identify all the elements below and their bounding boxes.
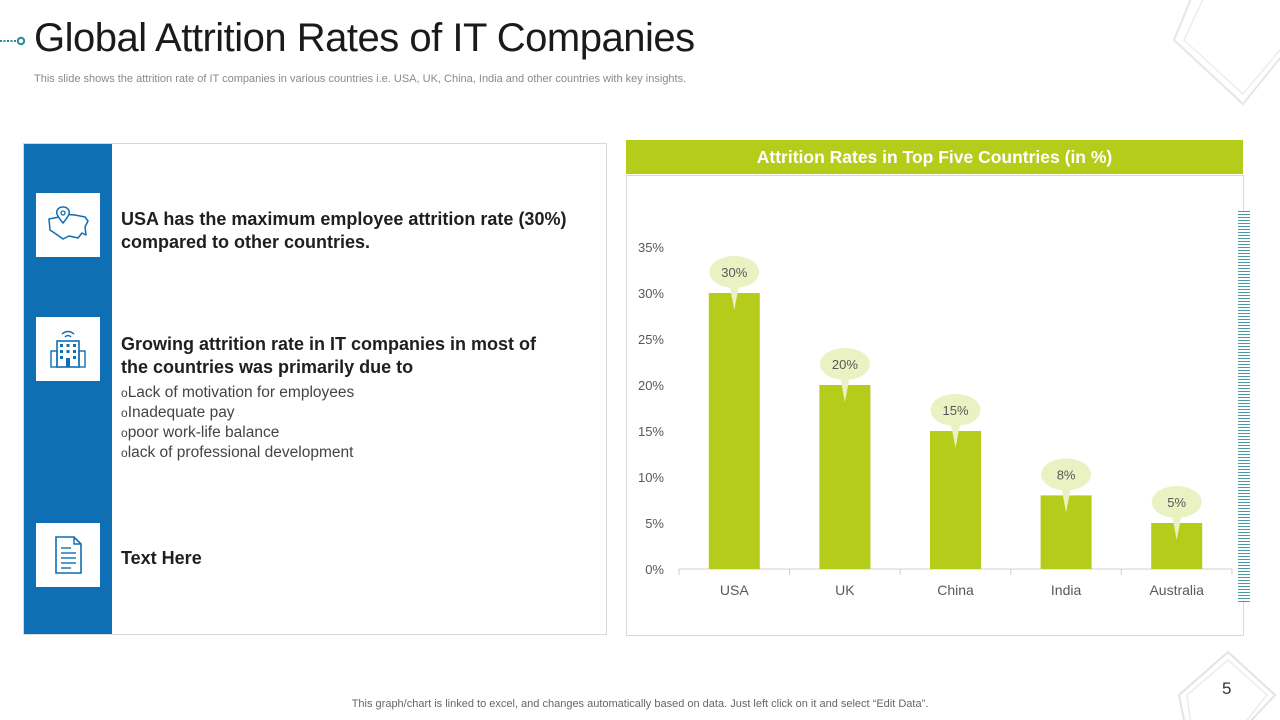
y-tick-label: 20%: [638, 378, 664, 393]
data-label: 15%: [942, 403, 968, 418]
data-label: 5%: [1167, 495, 1186, 510]
data-label-bubble: [1041, 458, 1092, 491]
y-tick-label: 15%: [638, 424, 664, 439]
y-tick-label: 5%: [645, 516, 664, 531]
x-tick-label: UK: [835, 582, 855, 598]
data-label-bubble: [930, 394, 981, 426]
x-tick-label: USA: [720, 582, 749, 598]
usa-map-icon-box: [36, 193, 100, 257]
office-building-icon: [50, 330, 86, 368]
y-tick-label: 0%: [645, 562, 664, 577]
data-label-pointer: [1171, 514, 1182, 540]
corner-diamond-decoration-bottom: [1177, 650, 1277, 720]
y-tick-label: 30%: [638, 286, 664, 301]
y-tick-label: 35%: [638, 240, 664, 255]
page-number: 5: [1222, 679, 1232, 698]
data-label-pointer: [839, 376, 850, 402]
list-item: Lack of motivation for employees: [121, 383, 355, 403]
attrition-bar-chart: 0% 5% 10% 15% 20% 25% 30% 35% 30% USA 20% UK 15% Chin…: [638, 240, 1233, 598]
list-item: poor work-life balance: [121, 423, 354, 443]
y-tick-label: 25%: [638, 332, 664, 347]
title-accent-connector: [0, 36, 26, 46]
side-stripe-decoration: [1238, 211, 1250, 602]
list-item: lack of professional development: [121, 443, 354, 463]
insight-point-1: USA has the maximum employee attrition r…: [121, 209, 567, 252]
insight-point-3: Text Here: [121, 548, 202, 568]
footer-note: This graph/chart is linked to excel, and…: [351, 698, 929, 710]
document-icon: [55, 536, 82, 574]
y-tick-label: 10%: [638, 470, 664, 485]
data-label-bubble: [709, 256, 760, 288]
data-label-bubble: [1151, 486, 1202, 518]
attrition-reasons-list: Lack of motivation for employees Inadequ…: [121, 383, 355, 463]
data-label: 20%: [832, 357, 858, 372]
x-tick-label: India: [1051, 582, 1082, 598]
data-label-pointer: [729, 284, 740, 310]
x-tick-label: China: [937, 582, 974, 598]
bar-china: [930, 431, 981, 569]
page-title: Global Attrition Rates of IT Companies: [34, 16, 695, 60]
chart-title: Attrition Rates in Top Five Countries (i…: [626, 140, 1243, 174]
insight-point-2: Growing attrition rate in IT companies i…: [121, 334, 537, 377]
data-label: 30%: [721, 265, 747, 280]
document-icon-box: [36, 523, 100, 587]
data-label: 8%: [1057, 467, 1076, 482]
insights-panel: USA has the maximum employee attrition r…: [23, 143, 607, 635]
corner-diamond-decoration: [1172, 0, 1280, 106]
usa-map-icon: [48, 206, 89, 240]
data-label-pointer: [1061, 486, 1072, 513]
bar-usa: [708, 293, 760, 569]
x-tick-label: Australia: [1149, 582, 1204, 598]
data-label-bubble: [819, 348, 870, 380]
page-subtitle: This slide shows the attrition rate of I…: [34, 73, 687, 85]
building-icon-box: [36, 317, 100, 381]
bar-uk: [819, 385, 871, 569]
data-label-pointer: [950, 422, 961, 448]
list-item: Inadequate pay: [121, 403, 354, 423]
